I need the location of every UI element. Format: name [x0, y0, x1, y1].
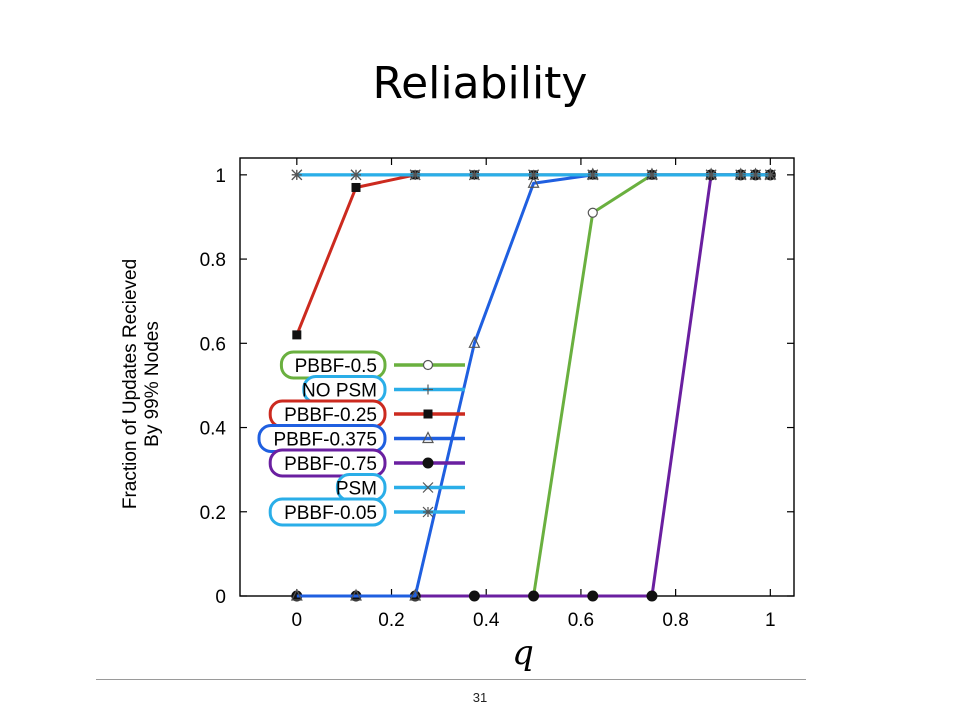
legend-pill [268, 448, 387, 478]
data-point [292, 330, 302, 340]
marker-shape [423, 409, 433, 419]
marker-shape [735, 169, 747, 181]
y-tick-label: 0.2 [200, 503, 226, 524]
legend-marker [422, 457, 434, 469]
legend-entry: PSM [336, 473, 465, 502]
x-tick-label: 0 [292, 610, 303, 631]
legend-label: PBBF-0.75 [284, 454, 377, 475]
data-point [468, 335, 481, 348]
legend-marker [422, 506, 434, 518]
legend-marker [422, 431, 434, 444]
marker-shape [291, 169, 303, 181]
legend-entry: PBBF-0.5 [279, 350, 465, 380]
marker-shape [351, 182, 361, 192]
marker-shape [422, 506, 434, 518]
footer-divider [96, 679, 806, 680]
slide-title: Reliability [372, 58, 588, 109]
legend-label: NO PSM [302, 381, 377, 402]
marker-shape [468, 169, 480, 181]
legend-entry: PBBF-0.05 [268, 497, 465, 527]
legend-entry: PBBF-0.375 [257, 424, 465, 453]
data-point [468, 169, 480, 181]
data-point [750, 169, 761, 181]
legend-label: PBBF-0.5 [295, 356, 377, 377]
marker-shape [587, 207, 598, 218]
data-point [587, 207, 598, 218]
legend-label: PBBF-0.375 [274, 430, 378, 451]
y-axis-label: Fraction of Updates RecievedBy 99% Nodes [120, 259, 163, 509]
marker-shape [423, 384, 433, 395]
data-point [290, 588, 303, 601]
marker-shape [422, 482, 434, 493]
marker-shape [290, 588, 303, 601]
marker-shape [350, 588, 362, 601]
legend-pill [268, 497, 387, 527]
x-tick-label: 0.8 [662, 610, 688, 631]
data-point [705, 169, 717, 181]
data-point [587, 590, 599, 602]
marker-shape [422, 359, 434, 371]
y-axis-label-line: By 99% Nodes [142, 321, 163, 447]
marker-shape [292, 330, 302, 340]
marker-shape [750, 169, 761, 181]
data-point [646, 590, 658, 602]
x-axis-label: q [512, 633, 534, 673]
legend-marker [422, 359, 434, 371]
x-tick-label: 0.2 [378, 610, 404, 631]
x-tick-label: 0.4 [473, 610, 500, 631]
marker-shape [422, 457, 434, 469]
y-tick-label: 0.8 [200, 250, 226, 271]
marker-shape [764, 169, 776, 181]
marker-shape [468, 590, 480, 602]
marker-shape [646, 590, 658, 602]
marker-shape [468, 335, 481, 348]
data-point [351, 182, 361, 192]
marker-shape [646, 169, 658, 181]
data-point [409, 588, 422, 601]
data-point [528, 590, 540, 602]
marker-shape [528, 590, 540, 602]
marker-shape [409, 169, 421, 181]
marker-shape [422, 431, 434, 444]
data-point [409, 169, 421, 181]
data-point [528, 169, 539, 181]
legend-marker [423, 409, 433, 419]
data-point [468, 590, 480, 602]
x-tick-label: 1 [765, 610, 776, 631]
data-point [735, 169, 747, 181]
data-point [527, 175, 540, 188]
data-point [646, 169, 658, 181]
page-number: 31 [472, 690, 488, 705]
marker-shape [587, 590, 599, 602]
y-tick-label: 0.6 [200, 334, 226, 355]
data-point [291, 169, 303, 181]
marker-shape [528, 169, 539, 181]
legend-entry: NO PSM [302, 375, 465, 404]
data-point [350, 169, 362, 181]
y-tick-label: 0.4 [200, 419, 227, 440]
legend-label: PBBF-0.05 [284, 503, 377, 524]
legend-entry: PBBF-0.75 [268, 448, 465, 478]
legend-marker [422, 482, 434, 493]
y-tick-label: 0 [215, 587, 226, 608]
legend-label: PSM [336, 479, 377, 500]
legend: PBBF-0.5 NO PSM PBBF-0.25 PBBF-0.375 PBBF-0.… [257, 350, 465, 527]
data-point [350, 588, 362, 601]
marker-shape [587, 169, 599, 181]
marker-shape [705, 169, 717, 181]
x-tick-label: 0.6 [568, 610, 594, 631]
marker-shape [350, 169, 362, 181]
data-point [587, 169, 599, 181]
marker-shape [409, 588, 422, 601]
y-axis-label-line: Fraction of Updates Recieved [120, 259, 141, 509]
legend-entry: PBBF-0.25 [268, 399, 465, 429]
data-point [764, 169, 776, 181]
legend-label: PBBF-0.25 [284, 405, 377, 426]
y-tick-label: 1 [215, 166, 226, 187]
marker-shape [527, 175, 540, 188]
legend-marker [423, 384, 433, 395]
